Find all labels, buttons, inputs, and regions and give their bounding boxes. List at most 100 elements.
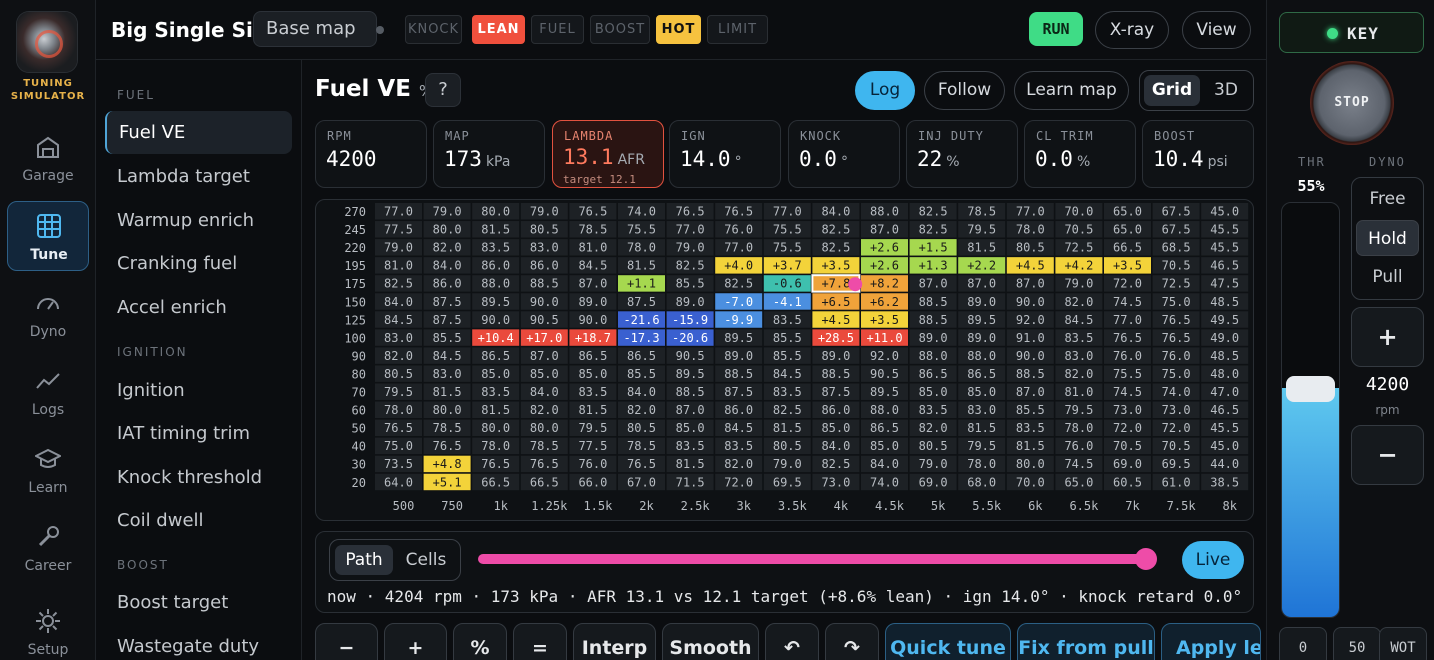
- ve-cell[interactable]: [520, 203, 568, 220]
- ve-cell[interactable]: [472, 455, 520, 473]
- ve-cell[interactable]: [1006, 383, 1054, 400]
- ve-cell[interactable]: [666, 383, 714, 400]
- ve-cell[interactable]: [520, 455, 568, 473]
- ve-cell[interactable]: [1104, 473, 1151, 491]
- ve-cell[interactable]: [472, 275, 520, 292]
- rail-item-learn[interactable]: Learn: [7, 435, 89, 505]
- ve-cell[interactable]: [958, 437, 1006, 455]
- ve-cell[interactable]: [909, 203, 957, 220]
- ve-cell[interactable]: [375, 329, 422, 346]
- ve-cell[interactable]: [472, 329, 520, 346]
- sidebar-item-fuel-ve[interactable]: Fuel VE: [105, 111, 292, 154]
- ve-cell[interactable]: [909, 275, 957, 292]
- ve-cell[interactable]: [715, 275, 763, 292]
- ve-cell[interactable]: [423, 257, 471, 274]
- ve-cell[interactable]: [1055, 473, 1103, 491]
- ve-cell[interactable]: [812, 347, 860, 364]
- tab-path[interactable]: Path: [335, 545, 393, 575]
- ve-cell[interactable]: [861, 437, 908, 455]
- ve-cell[interactable]: [618, 383, 665, 400]
- run-button[interactable]: RUN: [1029, 12, 1083, 46]
- ve-cell[interactable]: [375, 203, 422, 220]
- ve-cell[interactable]: [1104, 329, 1151, 346]
- throttle-preset-wot[interactable]: WOT: [1379, 627, 1427, 660]
- ve-cell[interactable]: [520, 239, 568, 256]
- ve-cell[interactable]: [472, 221, 520, 238]
- ve-cell[interactable]: [715, 203, 763, 220]
- increment-button[interactable]: +: [384, 623, 447, 660]
- ve-cell[interactable]: [909, 383, 957, 400]
- ve-cell[interactable]: [763, 419, 811, 437]
- ve-cell[interactable]: [1104, 239, 1151, 256]
- dyno-mode-hold[interactable]: Hold: [1356, 220, 1419, 256]
- rail-item-career[interactable]: Career: [7, 513, 89, 583]
- ve-cell[interactable]: [909, 329, 957, 346]
- ve-cell[interactable]: [423, 419, 471, 437]
- ve-cell[interactable]: [812, 419, 860, 437]
- ve-cell[interactable]: [1201, 437, 1249, 455]
- ve-cell[interactable]: [666, 401, 714, 418]
- ve-cell[interactable]: [1201, 239, 1249, 256]
- ve-cell[interactable]: [861, 275, 908, 292]
- ve-cell[interactable]: [1055, 311, 1103, 328]
- ve-cell[interactable]: [1055, 365, 1103, 382]
- ve-cell[interactable]: [472, 473, 520, 491]
- ve-cell[interactable]: [423, 365, 471, 382]
- sidebar-item-knock-threshold[interactable]: Knock threshold: [117, 467, 263, 488]
- ve-cell[interactable]: [1104, 419, 1151, 437]
- ve-cell[interactable]: [812, 437, 860, 455]
- ve-cell[interactable]: [715, 329, 763, 346]
- ve-cell[interactable]: [715, 293, 763, 310]
- rail-item-dyno[interactable]: Dyno: [7, 279, 89, 349]
- ve-cell[interactable]: [1104, 311, 1151, 328]
- ve-cell[interactable]: [861, 293, 908, 310]
- ve-cell[interactable]: [909, 257, 957, 274]
- ve-cell[interactable]: [375, 275, 422, 292]
- rail-item-logs[interactable]: Logs: [7, 357, 89, 427]
- ve-cell[interactable]: [812, 455, 860, 473]
- ve-cell[interactable]: [569, 203, 617, 220]
- ve-cell[interactable]: [520, 419, 568, 437]
- ve-cell[interactable]: [1055, 347, 1103, 364]
- decrement-button[interactable]: −: [315, 623, 378, 660]
- ve-cell[interactable]: [1104, 221, 1151, 238]
- tab-3d[interactable]: 3D: [1214, 80, 1238, 100]
- ve-cell[interactable]: [423, 383, 471, 400]
- ve-cell[interactable]: [569, 257, 617, 274]
- ve-cell[interactable]: [569, 347, 617, 364]
- sidebar-item-boost-target[interactable]: Boost target: [117, 592, 229, 613]
- help-button[interactable]: ?: [425, 73, 461, 107]
- ve-cell[interactable]: [423, 329, 471, 346]
- ve-cell[interactable]: [423, 473, 471, 491]
- ve-cell[interactable]: [715, 401, 763, 418]
- ve-cell[interactable]: [909, 221, 957, 238]
- ve-cell[interactable]: [958, 329, 1006, 346]
- ve-cell[interactable]: [472, 257, 520, 274]
- ve-cell[interactable]: [569, 293, 617, 310]
- ve-cell[interactable]: [618, 239, 665, 256]
- ve-cell[interactable]: [666, 473, 714, 491]
- ve-cell[interactable]: [1055, 383, 1103, 400]
- view-button[interactable]: View: [1182, 11, 1251, 49]
- sidebar-item-iat-timing-trim[interactable]: IAT timing trim: [117, 423, 251, 444]
- ve-cell[interactable]: [569, 401, 617, 418]
- ve-cell[interactable]: [666, 311, 714, 328]
- ve-cell[interactable]: [569, 419, 617, 437]
- ve-cell[interactable]: [666, 239, 714, 256]
- ve-cell[interactable]: [472, 401, 520, 418]
- ve-cell[interactable]: [375, 221, 422, 238]
- ve-cell[interactable]: [958, 293, 1006, 310]
- ve-cell[interactable]: [618, 311, 665, 328]
- ve-cell[interactable]: [375, 473, 422, 491]
- ve-cell[interactable]: [1104, 257, 1151, 274]
- ve-cell[interactable]: [1006, 311, 1054, 328]
- ve-cell[interactable]: [1006, 473, 1054, 491]
- ve-cell[interactable]: [763, 257, 811, 274]
- ve-cell[interactable]: [569, 473, 617, 491]
- map-selector[interactable]: Base map: [253, 11, 377, 47]
- ve-cell[interactable]: [763, 455, 811, 473]
- ve-grid[interactable]: 270 77.0 79.0 80.0 79.0 76.5 74.0 76.5 76.5 77.0 8…: [316, 200, 1255, 522]
- ve-cell[interactable]: [618, 347, 665, 364]
- ve-cell[interactable]: [618, 257, 665, 274]
- ve-cell[interactable]: [1152, 437, 1200, 455]
